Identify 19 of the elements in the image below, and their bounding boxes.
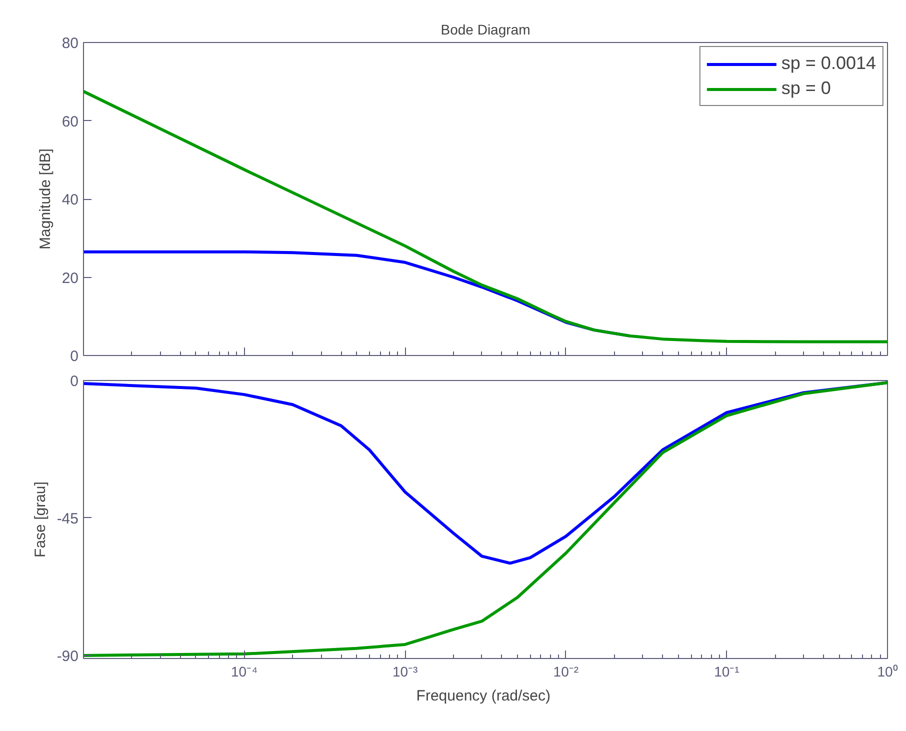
y-tick-label: 60	[62, 113, 79, 130]
x-axis-title: Frequency (rad/sec)	[416, 688, 551, 704]
y-tick-label: 0	[70, 373, 78, 390]
y-axis-title: Fase [grau]	[32, 482, 49, 558]
x-tick-label: 10⁻¹	[714, 664, 740, 680]
x-tick-label: 10⁻²	[553, 664, 579, 680]
legend-label: sp = 0	[781, 78, 831, 99]
y-tick-label: -90	[56, 648, 79, 665]
chart-title: Bode Diagram	[440, 22, 530, 38]
y-axis-title: Magnitude [dB]	[36, 148, 54, 250]
y-tick-label: -45	[56, 510, 79, 528]
y-tick-label: 80	[62, 35, 79, 52]
x-tick-label: 10⁻³	[392, 664, 418, 680]
y-tick-label: 40	[62, 192, 79, 208]
y-tick-label: 20	[62, 270, 79, 287]
y-tick-label: 0	[70, 348, 78, 365]
x-tick-label: 10⁰	[877, 664, 898, 680]
x-tick-label: 10⁻⁴	[231, 664, 258, 680]
legend-label: sp = 0.0014	[781, 53, 876, 74]
